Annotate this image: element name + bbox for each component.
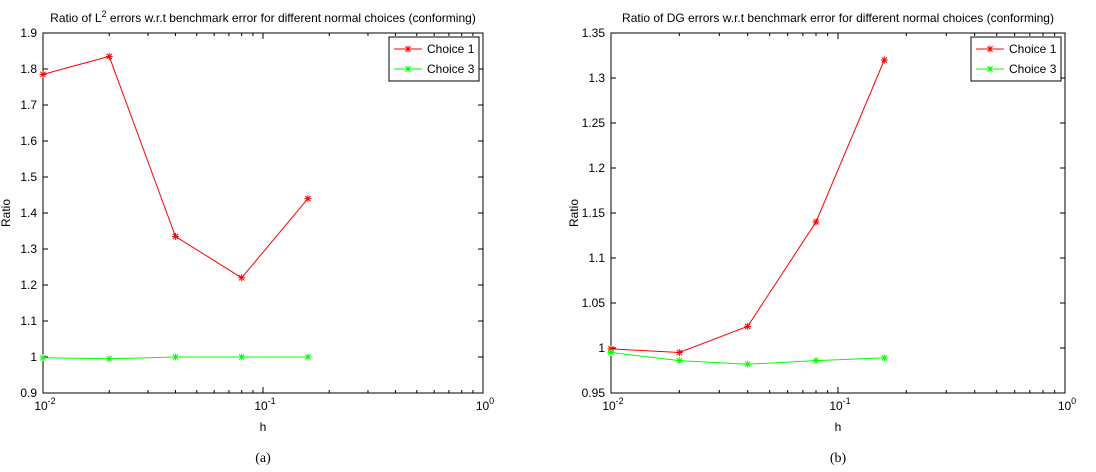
y-tick-label: 1.3: [20, 242, 37, 256]
x-tick-label: 10-2: [34, 396, 55, 413]
data-point: [607, 349, 615, 356]
y-tick-label: 0.9: [20, 386, 37, 400]
y-tick-label: 1.2: [20, 278, 37, 292]
y-tick-label: 1: [598, 341, 605, 355]
y-tick-label: 1.5: [20, 170, 37, 184]
data-point: [304, 353, 312, 361]
legend-item: Choice 1: [976, 42, 1057, 56]
panel-caption: (b): [830, 451, 847, 466]
y-axis-label: Ratio: [0, 199, 13, 227]
legend-label: Choice 3: [427, 62, 475, 76]
y-tick-label: 1.15: [582, 206, 606, 220]
legend-item: Choice 1: [394, 42, 475, 56]
y-tick-label: 1.1: [20, 314, 37, 328]
y-tick-label: 1.2: [588, 161, 605, 175]
legend-label: Choice 3: [1009, 62, 1057, 76]
y-tick-label: 1.6: [20, 134, 37, 148]
x-tick-label: 10-1: [254, 396, 275, 413]
data-point: [744, 322, 752, 330]
x-axis-label: h: [835, 420, 842, 434]
y-tick-label: 1: [30, 350, 37, 364]
data-point: [39, 70, 47, 78]
data-point: [105, 52, 113, 60]
x-tick-label: 100: [476, 396, 494, 413]
y-tick-label: 0.95: [582, 386, 606, 400]
x-tick-label: 100: [1058, 396, 1076, 413]
panel-b: 0.95 1 1.05 1.1 1.15 1.2 1.25 1.3 1.35 10-2 10-1 10…: [567, 11, 1076, 466]
y-tick-label: 1.25: [582, 116, 606, 130]
x-tick-label: 10-2: [602, 396, 623, 413]
y-tick-label: 1.9: [20, 26, 37, 40]
data-point: [171, 353, 179, 361]
legend-label: Choice 1: [427, 42, 475, 56]
y-tick-label: 1.3: [588, 71, 605, 85]
panel-a: 0.9 1 1.1 1.2 1.3 1.4 1.5 1.6 1.7 1.8 1.9 10-2 10-1 1…: [0, 9, 494, 466]
legend-box: [970, 36, 1062, 82]
data-point: [238, 353, 246, 361]
data-point: [880, 56, 888, 64]
y-axis-label: Ratio: [567, 199, 581, 227]
plot-area: [610, 32, 1066, 394]
chart-title: Ratio of DG errors w.r.t benchmark error…: [622, 11, 1054, 25]
legend: Choice 1 Choice 3: [970, 36, 1062, 82]
legend: Choice 1 Choice 3: [388, 36, 480, 82]
panel-caption: (a): [255, 451, 271, 466]
legend-item: Choice 3: [394, 62, 475, 76]
data-point: [675, 357, 683, 365]
data-point: [812, 357, 820, 365]
legend-item: Choice 3: [976, 62, 1057, 76]
data-point: [744, 360, 752, 368]
y-tick-label: 1.8: [20, 62, 37, 76]
y-tick-label: 1.1: [588, 251, 605, 265]
data-point: [675, 349, 683, 356]
data-point: [39, 354, 47, 362]
legend-box: [388, 36, 480, 82]
x-tick-label: 10-1: [829, 396, 850, 413]
y-tick-label: 1.4: [20, 206, 37, 220]
data-point: [880, 354, 888, 362]
legend-label: Choice 1: [1009, 42, 1057, 56]
data-point: [105, 355, 113, 363]
y-tick-label: 1.7: [20, 98, 37, 112]
y-tick-label: 1.35: [582, 26, 606, 40]
x-axis-label: h: [260, 420, 267, 434]
data-point: [812, 218, 820, 226]
data-point: [171, 232, 179, 240]
data-point: [238, 274, 246, 282]
y-tick-label: 1.05: [582, 296, 606, 310]
chart-title: Ratio of L2 errors w.r.t benchmark error…: [50, 9, 476, 25]
data-point: [304, 195, 312, 203]
plot-area: [42, 32, 484, 394]
